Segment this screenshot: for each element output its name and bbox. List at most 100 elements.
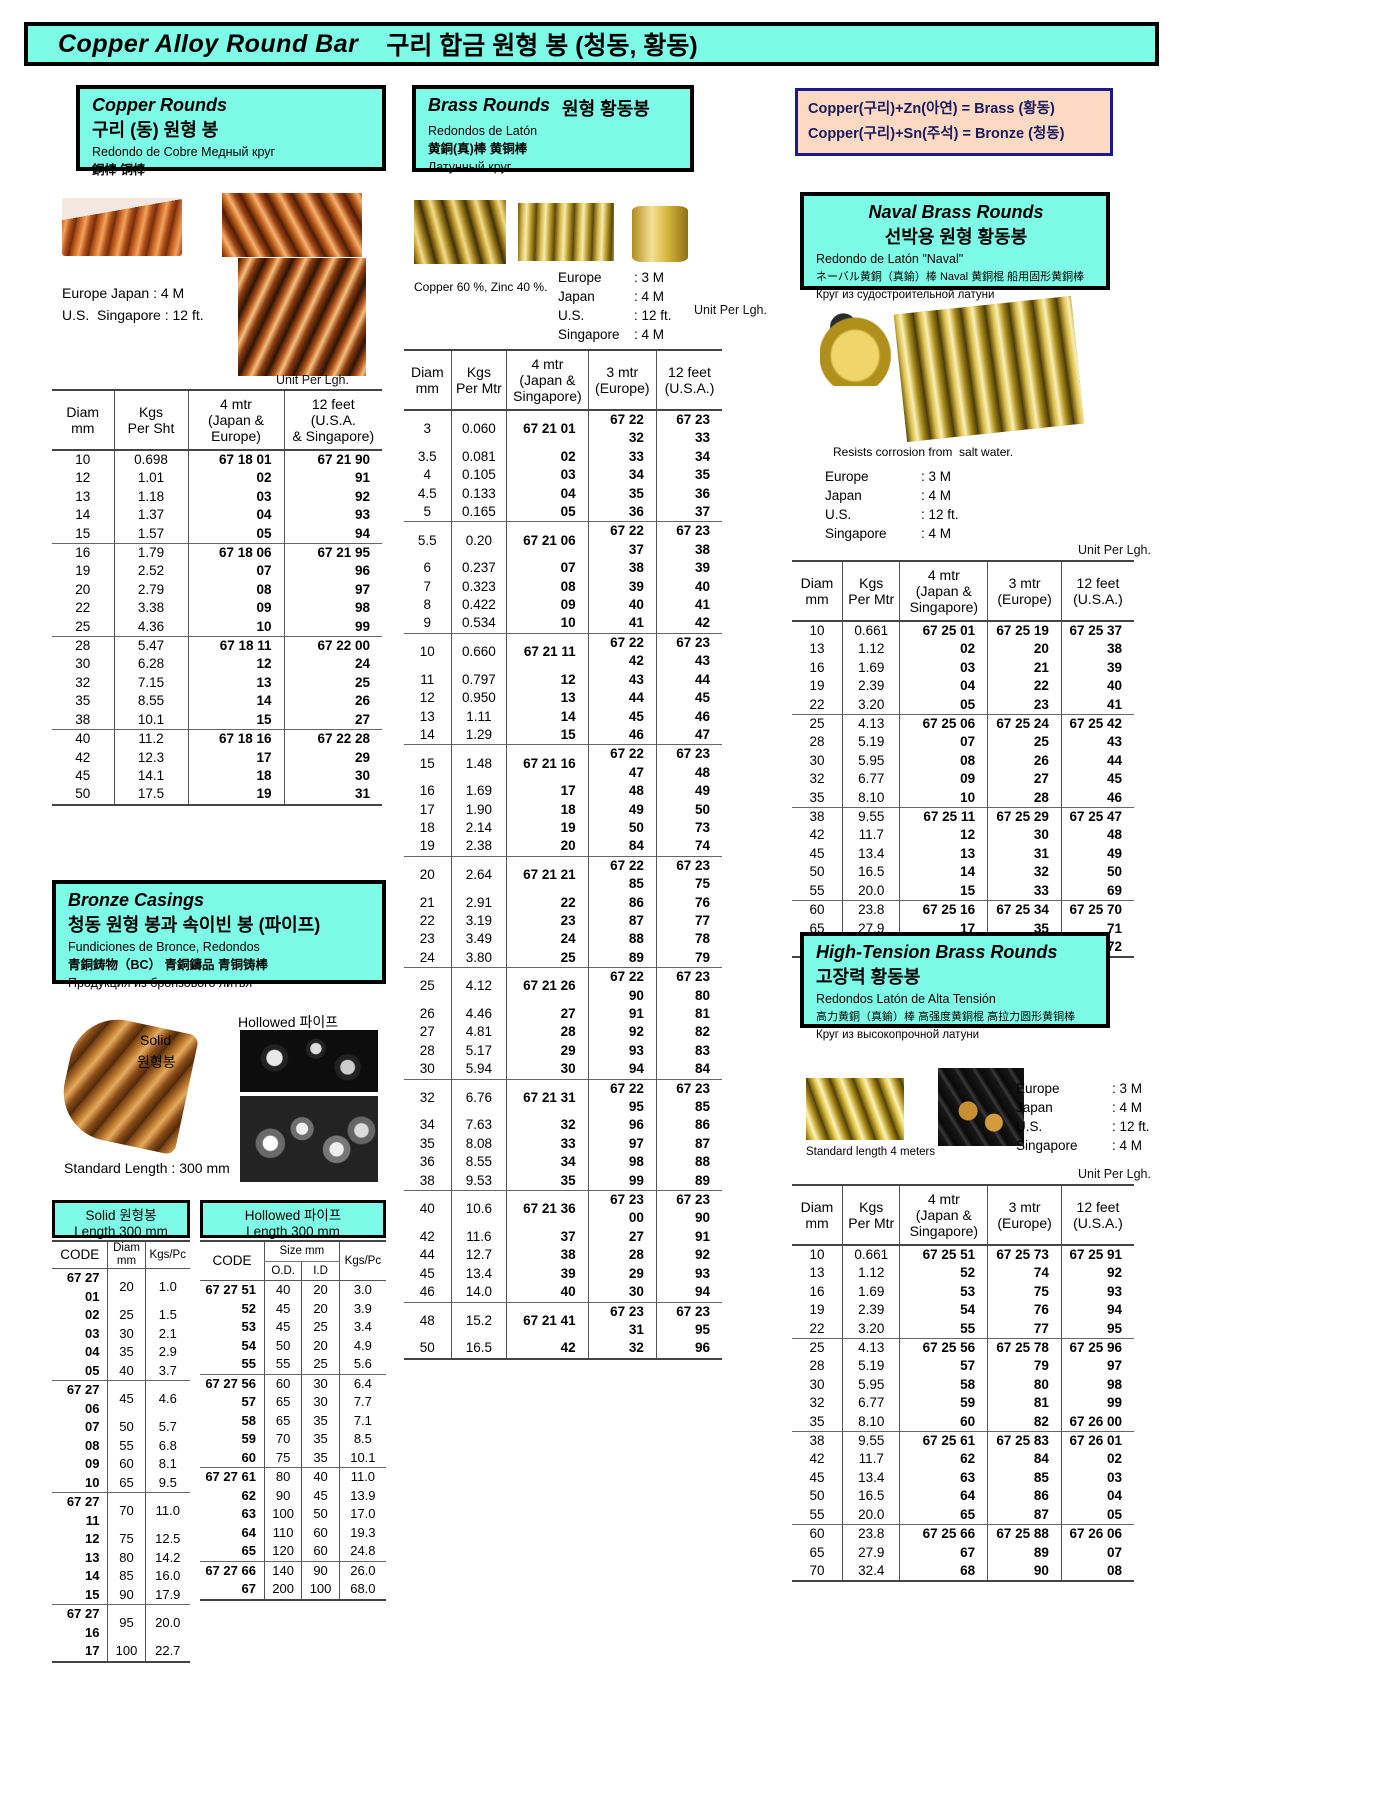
cell-kgs: 5.95: [841, 751, 900, 771]
cell-kgs: 1.69: [841, 658, 900, 678]
cell-diam: 45: [809, 845, 825, 861]
cell-c3: 30: [987, 826, 1062, 845]
table-row: 9 0.534 10 41 42: [404, 614, 722, 634]
brass-length-key-singapore: Singapore: [558, 327, 620, 342]
table-row: 50 16.5 14 32 50: [792, 863, 1134, 882]
cell-kgs: 6.76: [450, 1078, 507, 1117]
cell-c3: 35: [587, 484, 657, 504]
cell-kgs: 1.12: [841, 640, 900, 659]
cell-diam: 25: [792, 714, 843, 734]
cell-diam: 40: [52, 729, 114, 749]
table-row: 36 8.55 34 98 88: [404, 1153, 722, 1172]
high-tension-sub-ru: Круг из высокопрочной латуни: [816, 1029, 980, 1041]
cell-c12: 67 23 90: [655, 1190, 722, 1228]
brass-rounds-sub-es: Redondos de Latón: [428, 124, 538, 138]
cell-kgs: 4.6: [144, 1380, 190, 1418]
cell-kgs: 23.8: [841, 1524, 900, 1544]
cell-kgs: 3.0: [338, 1280, 386, 1300]
cell-c4: 54: [899, 1301, 988, 1320]
cell-c4: 67 21 06: [506, 521, 589, 560]
cell-diam: 24: [419, 949, 435, 965]
high-tension-table: Diam mm Kgs Per Mtr 4 mtr (Japan & Singapore…: [792, 1184, 1134, 1583]
cell-c12: 43: [1060, 733, 1134, 752]
naval-length-val-europe: : 3 M: [921, 469, 952, 484]
cell-kgs: 5.94: [450, 1060, 507, 1080]
cell-c3: 82: [987, 1412, 1062, 1432]
cell-kgs: 1.5: [144, 1306, 190, 1325]
cell-diam: 20: [404, 855, 452, 894]
cell-kgs: 10.1: [338, 1448, 386, 1468]
table-row: 07 50 5.7: [52, 1418, 190, 1437]
ht-col-diam: Diam mm: [792, 1184, 843, 1246]
table-row: 23 3.49 24 88 78: [404, 930, 722, 949]
cell-diam: 19: [75, 563, 91, 579]
cell-c4: 04: [899, 677, 988, 696]
cell-kgs: 23.8: [841, 900, 900, 920]
naval-length-key-europe: Europe: [825, 469, 869, 484]
table-row: 11 0.797 12 43 44: [404, 670, 722, 690]
cell-c4: 02: [506, 447, 589, 467]
cell-od: 90: [263, 1486, 302, 1505]
cell-diam: 28: [52, 636, 114, 656]
cell-kgs: 9.55: [841, 807, 900, 827]
cell-diam: 42: [419, 1228, 435, 1244]
cell-c12: 46: [655, 707, 722, 726]
table-row: 4 0.105 03 34 35: [404, 466, 722, 485]
cell-c4: 07: [899, 733, 988, 752]
cell-c12: 67 25 70: [1060, 900, 1134, 920]
cell-c4: 13: [506, 689, 589, 708]
cell-c12: 49: [655, 782, 722, 801]
cell-c12: 67 21 95: [283, 543, 382, 563]
cell-c3: 49: [587, 800, 657, 819]
cell-c12: 41: [1060, 695, 1134, 715]
ht-length-key-singapore: Singapore: [1016, 1138, 1078, 1153]
cell-kgs: 1.01: [113, 469, 188, 488]
cell-c12: 24: [283, 655, 382, 674]
brass-length-val-japan: : 4 M: [634, 289, 665, 304]
cell-diam: 70: [107, 1492, 146, 1530]
brass-length-key-europe: Europe: [558, 270, 602, 285]
cell-c12: 94: [1060, 1301, 1134, 1320]
bronze-solid-title-box: Solid 원형봉 Length 300 mm: [52, 1200, 190, 1239]
cell-diam: 42: [809, 1451, 825, 1467]
table-row: 67 27 11 70 11.0: [52, 1492, 190, 1530]
table-row: 44 12.7 38 28 92: [404, 1246, 722, 1265]
cell-kgs: 3.9: [338, 1299, 386, 1318]
cell-c4: 65: [899, 1505, 988, 1525]
cell-c4: 09: [899, 770, 988, 789]
cell-c12: 40: [1060, 677, 1134, 696]
cell-diam: 100: [107, 1642, 146, 1663]
table-row: 30 5.95 58 80 98: [792, 1375, 1134, 1395]
cell-code: 05: [84, 1362, 100, 1378]
cell-od: 100: [263, 1505, 302, 1524]
cell-c4: 33: [506, 1134, 589, 1154]
table-row: 19 2.39 04 22 40: [792, 677, 1134, 696]
cell-kgs: 0.237: [450, 559, 507, 578]
table-row: 50 17.5 19 31: [52, 785, 382, 806]
cell-c3: 67 23 31: [587, 1301, 657, 1340]
naval-lengths-list: Europe: 3 M Japan: 4 M U.S.: 12 ft. Sing…: [825, 467, 959, 543]
cell-c12: 27: [283, 710, 382, 730]
table-row: 67 27 56 60 30 6.4: [200, 1373, 386, 1393]
cell-code: 67 27 06: [52, 1380, 108, 1418]
cell-c3: 50: [587, 818, 657, 838]
cell-diam: 19: [809, 678, 825, 694]
cell-kgs: 14.2: [144, 1548, 190, 1567]
cell-c4: 37: [506, 1227, 589, 1247]
cell-c12: 67 22 28: [283, 729, 382, 749]
cell-kgs: 0.105: [450, 466, 507, 485]
cell-diam: 13: [75, 488, 91, 504]
table-row: 28 5.47 67 18 11 67 22 00: [52, 636, 382, 656]
brass-composition: Copper 60 %, Zinc 40 %.: [414, 280, 548, 294]
hollow-col-id: I.D: [301, 1261, 340, 1281]
table-row: 05 40 3.7: [52, 1361, 190, 1381]
cell-c12: 95: [1060, 1319, 1134, 1339]
cell-diam: 30: [809, 1376, 825, 1392]
high-tension-title-en: High-Tension Brass Rounds: [816, 942, 1058, 962]
table-row: 27 4.81 28 92 82: [404, 1023, 722, 1042]
naval-col-4mtr: 4 mtr (Japan & Singapore): [899, 560, 988, 622]
cell-c12: 67 22 00: [283, 636, 382, 656]
cell-diam: 28: [809, 1358, 825, 1374]
cell-diam: 65: [107, 1473, 146, 1493]
table-row: 22 3.20 05 23 41: [792, 695, 1134, 715]
